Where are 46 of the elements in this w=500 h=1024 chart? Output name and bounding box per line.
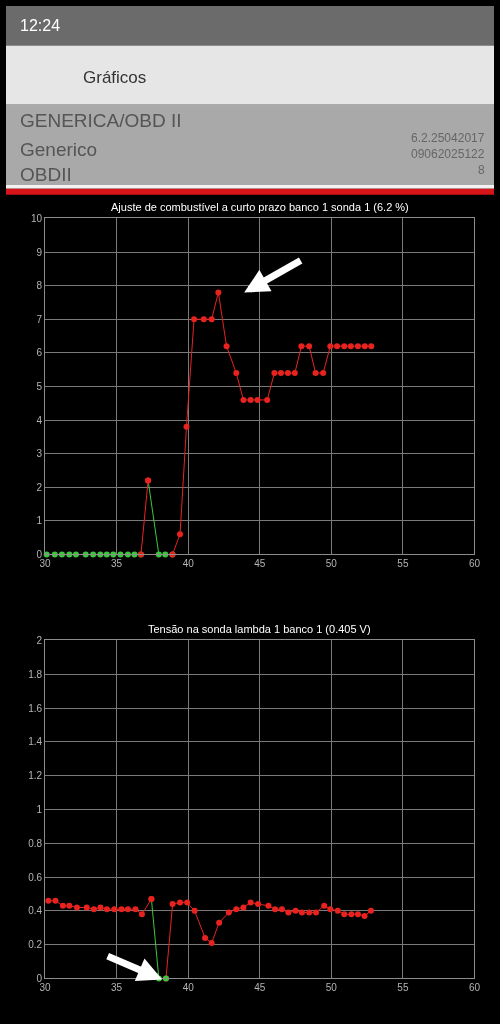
x-tick-label: 60 <box>468 558 481 570</box>
y-tick-label: 7 <box>36 313 43 325</box>
x-tick-label: 55 <box>397 558 409 570</box>
x-tick-label: 35 <box>111 982 123 994</box>
y-tick-label: 0.4 <box>28 905 43 917</box>
chart-title: Tensão na sonda lambda 1 banco 1 (0.405 V) <box>148 623 371 635</box>
x-tick-label: 30 <box>39 558 52 570</box>
x-tick-label: 45 <box>254 982 266 994</box>
x-tick-label: 60 <box>468 982 481 994</box>
text: 6.2.25042017 <box>411 131 485 145</box>
y-tick-label: 10 <box>30 212 43 224</box>
y-tick-label: 4 <box>36 414 43 426</box>
x-tick-label: 40 <box>182 982 195 994</box>
y-tick-label: 2 <box>36 634 43 646</box>
x-tick-label: 40 <box>182 558 195 570</box>
text: 09062025122 <box>411 147 485 161</box>
y-tick-label: 0 <box>36 549 43 560</box>
x-tick-label: 55 <box>397 982 409 994</box>
y-tick-label: 3 <box>36 448 43 460</box>
y-tick-label: 1.8 <box>28 668 43 680</box>
x-tick-label: 30 <box>39 982 52 994</box>
x-tick-label: 35 <box>111 558 123 570</box>
y-tick-label: 8 <box>36 280 43 292</box>
y-tick-label: 2 <box>36 481 43 493</box>
y-tick-label: 1.2 <box>28 770 43 782</box>
text: OBDII <box>20 164 72 185</box>
x-tick-label: 45 <box>254 558 266 570</box>
text: Gráficos <box>83 68 147 87</box>
x-tick-label: 50 <box>325 982 338 994</box>
y-tick-label: 0.8 <box>28 837 43 849</box>
y-tick-label: 5 <box>36 380 43 392</box>
y-tick-label: 1 <box>36 515 43 527</box>
y-tick-label: 0.6 <box>28 871 43 883</box>
y-tick-label: 1.6 <box>28 702 43 714</box>
y-tick-label: 1.4 <box>28 736 43 748</box>
x-tick-label: 50 <box>325 558 338 570</box>
y-tick-label: 1 <box>36 803 43 815</box>
text: GENERICA/OBD II <box>20 110 182 131</box>
y-tick-label: 6 <box>36 347 43 359</box>
text: 8 <box>478 163 485 177</box>
chart-title: Ajuste de combustível a curto prazo banco 1 sonda 1 (6.2 %) <box>111 201 409 213</box>
text: 12:24 <box>20 17 61 34</box>
y-tick-label: 0.2 <box>28 939 43 951</box>
text: Generico <box>20 139 98 160</box>
y-tick-label: 0 <box>36 972 43 984</box>
y-tick-label: 9 <box>36 246 43 258</box>
